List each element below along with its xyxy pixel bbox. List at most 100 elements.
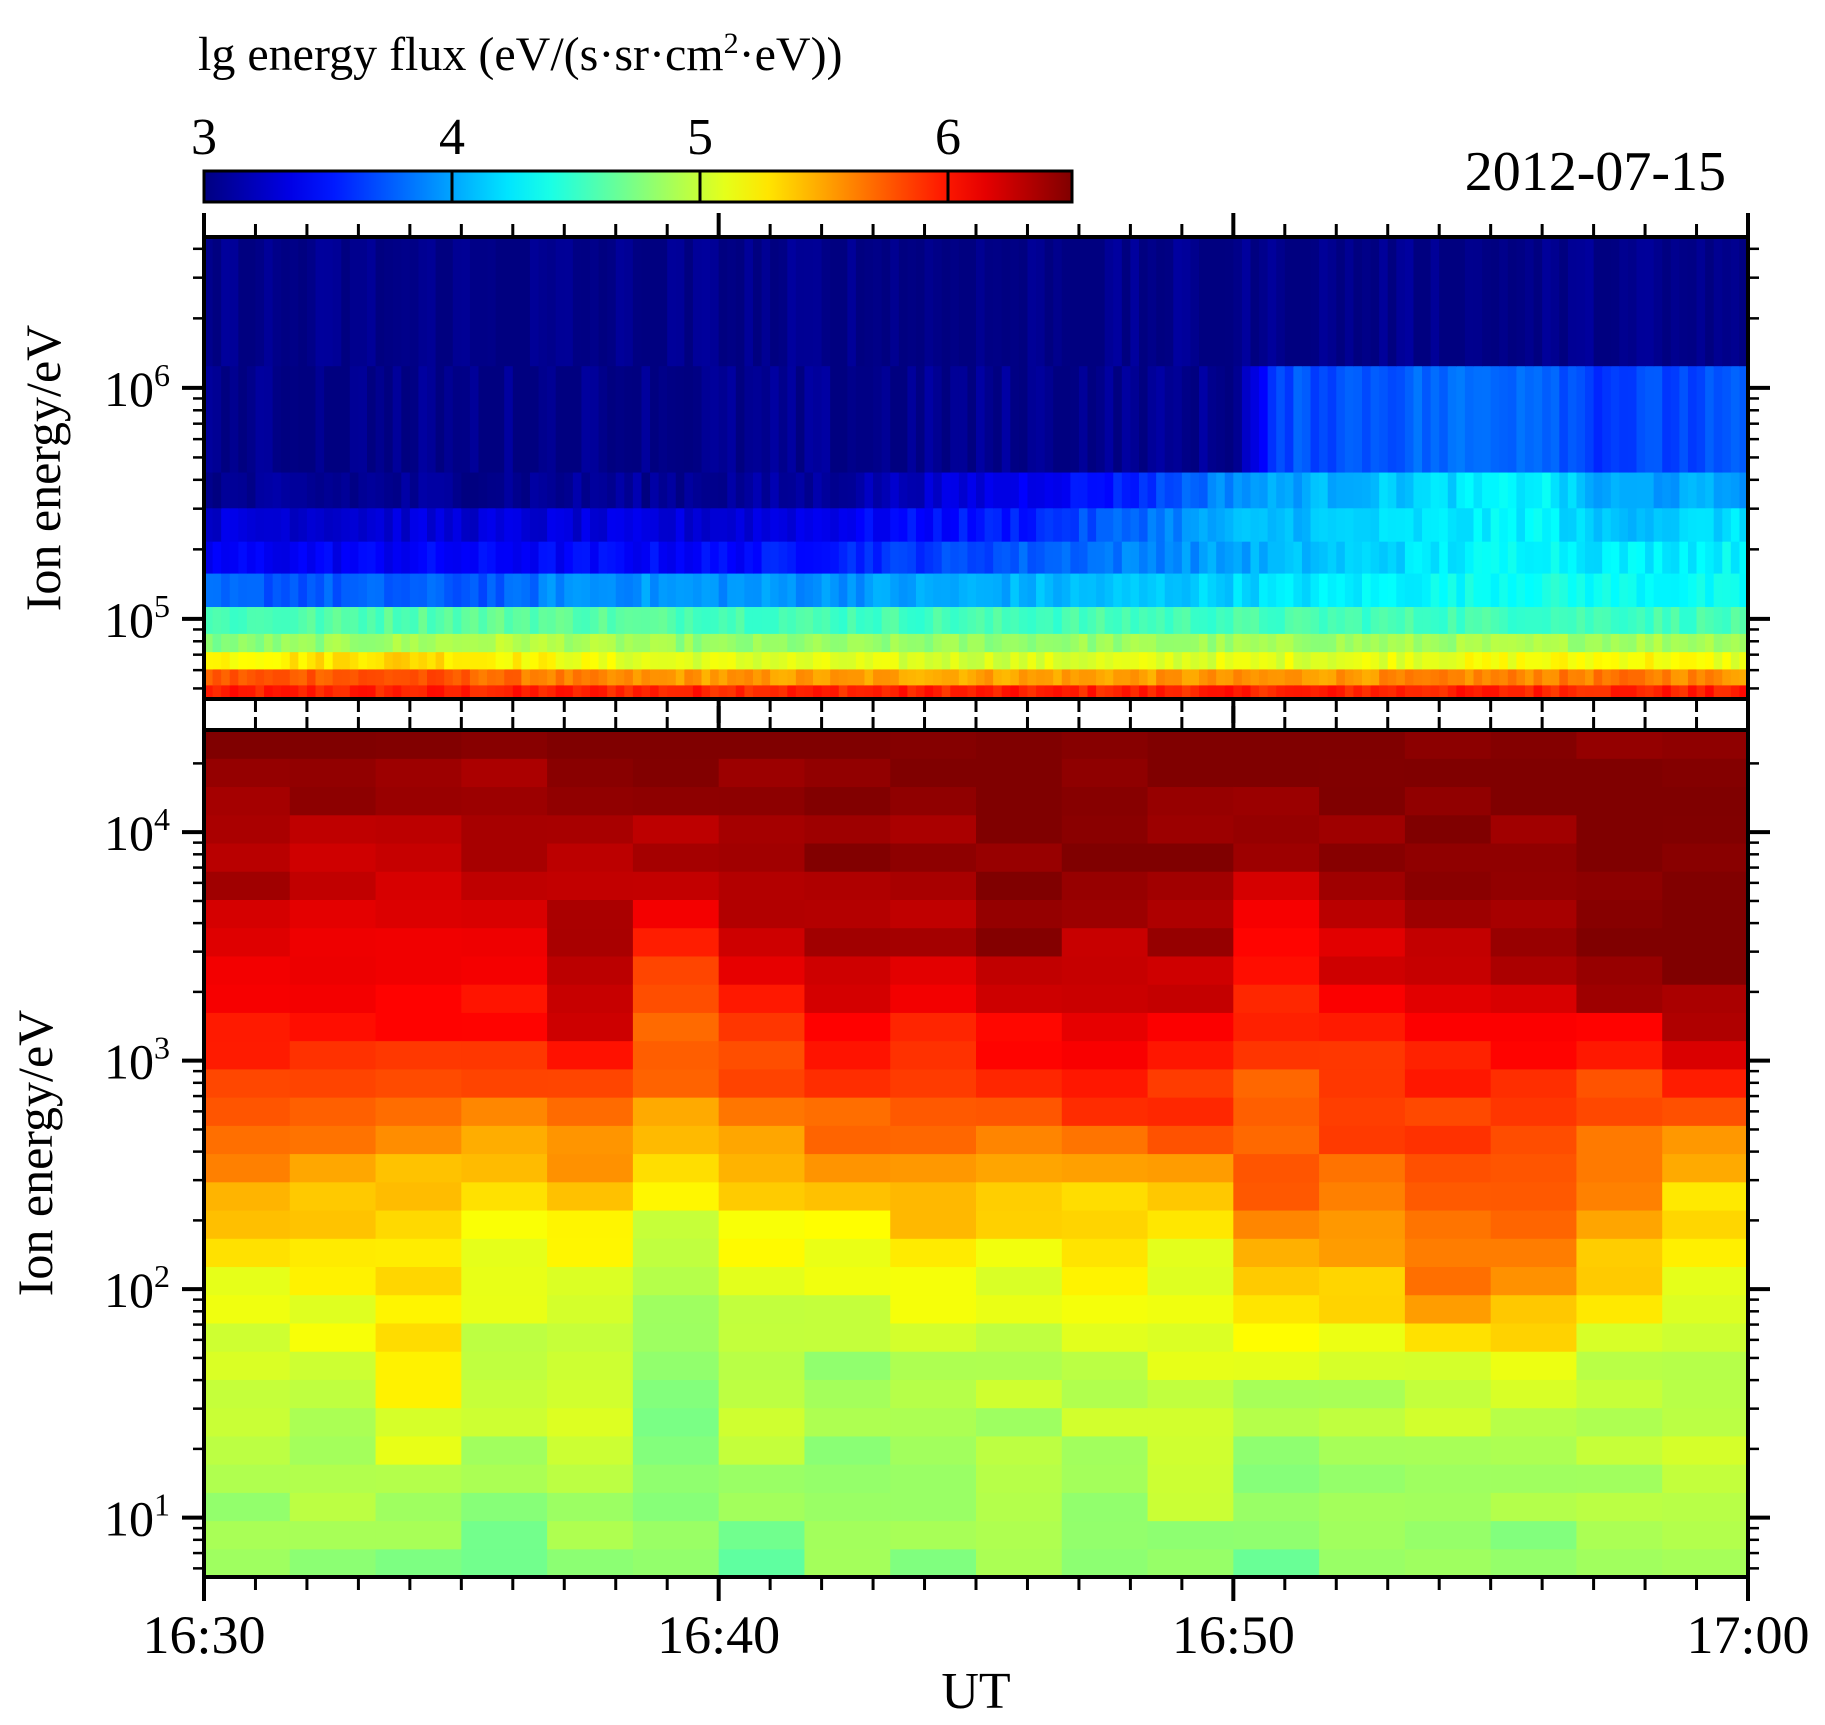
heatmap-cell [1627,633,1638,653]
heatmap-cell [1662,1407,1748,1437]
heatmap-cell [1730,507,1741,542]
heatmap-cell [675,572,685,608]
heatmap-cell [993,606,1003,634]
heatmap-cell [547,1238,634,1268]
heatmap-cell [1662,1351,1748,1380]
heatmap-cell [1404,1464,1492,1493]
heatmap-cell [444,633,454,653]
heatmap-cell [778,507,788,542]
heatmap-cell [838,507,848,542]
heatmap-cell [692,471,703,509]
heatmap-cell [1233,633,1243,653]
heatmap-cell [1010,507,1020,542]
heatmap-cell [1516,668,1526,686]
heatmap-cell [461,1209,548,1239]
heatmap-cell [547,842,634,872]
colorbar-tick-label: 6 [935,109,961,166]
heatmap-cell [469,633,480,653]
heatmap-cell [1241,606,1252,634]
heatmap-cell [976,1548,1063,1577]
heatmap-cell [1319,1097,1406,1126]
heatmap-cell [409,668,420,686]
heatmap-cell [1164,684,1174,699]
heatmap-cell [890,1068,977,1098]
heatmap-cell [1576,1464,1663,1493]
heatmap-cell [1027,572,1037,608]
heatmap-cell [890,365,900,473]
heatmap-cell [1181,633,1192,653]
heatmap-cell [1147,1266,1234,1296]
heatmap-cell [735,651,745,670]
heatmap-cell [984,606,994,634]
heatmap-cell [1319,1068,1406,1098]
heatmap-cell [718,814,806,844]
heatmap-cell [658,633,668,653]
heatmap-cell [1207,365,1217,473]
heatmap-cell [1422,651,1432,670]
heatmap-cell [298,606,308,634]
heatmap-cell [1679,471,1689,509]
heatmap-cell [1061,1125,1149,1155]
heatmap-cell [1301,365,1312,473]
heatmap-cell [684,651,694,670]
heatmap-cell [1387,541,1397,574]
heatmap-cell [298,572,308,608]
heatmap-cell [1061,684,1071,699]
heatmap-cell [1096,651,1106,670]
heatmap-cell [529,572,540,608]
colorbar-title: lg energy flux (eV/(s·sr·cm2·eV)) [198,27,843,81]
heatmap-cell [1404,684,1415,699]
heatmap-cell [547,758,634,788]
heatmap-cell [1662,541,1672,574]
heatmap-cell [229,606,239,634]
heatmap-cell [204,572,214,608]
heatmap-cell [701,471,711,509]
heatmap-cell [598,633,608,653]
heatmap-cell [1164,237,1174,367]
heatmap-cell [461,633,471,653]
heatmap-cell [632,1435,720,1465]
heatmap-cell [1687,572,1698,608]
heatmap-cell [915,668,926,686]
heatmap-cell [1319,541,1329,574]
heatmap-cell [1147,1379,1234,1409]
heatmap-cell [204,955,291,985]
heatmap-cell [804,1238,891,1268]
heatmap-cell [1499,668,1509,686]
heatmap-cell [1276,471,1286,509]
x-tick-labels: 16:30 16:40 16:50 17:00 [142,1605,1809,1665]
heatmap-cell [1319,899,1406,929]
heatmap-cell [607,541,617,574]
heatmap-cell [418,471,428,509]
heatmap-cell [632,871,720,900]
heatmap-cell [427,471,437,509]
heatmap-cell [1113,365,1123,473]
heatmap-cell [1362,541,1372,574]
heatmap-cell [881,606,891,634]
heatmap-cell [787,651,797,670]
heatmap-cell [289,1548,377,1577]
heatmap-cell [1593,507,1603,542]
heatmap-cell [1104,668,1114,686]
heatmap-cell [204,507,214,542]
heatmap-cell [529,365,540,473]
heatmap-cell [341,507,351,542]
heatmap-cell [538,606,548,634]
heatmap-cell [1173,237,1183,367]
heatmap-cell [1130,471,1140,509]
heatmap-cell [1422,684,1432,699]
heatmap-cell [1516,365,1526,473]
heatmap-cell [1241,572,1252,608]
heatmap-cell [718,1464,806,1493]
heatmap-cell [1387,606,1397,634]
heatmap-cell [452,606,462,634]
heatmap-cell [1439,633,1449,653]
heatmap-cell [950,606,960,634]
heatmap-cell [418,651,428,670]
heatmap-cell [521,541,531,574]
heatmap-cell [1576,1294,1663,1324]
heatmap-cell [1061,842,1149,872]
heatmap-cell [1319,1351,1406,1380]
heatmap-cell [641,684,651,699]
heatmap-cell [1010,237,1020,367]
